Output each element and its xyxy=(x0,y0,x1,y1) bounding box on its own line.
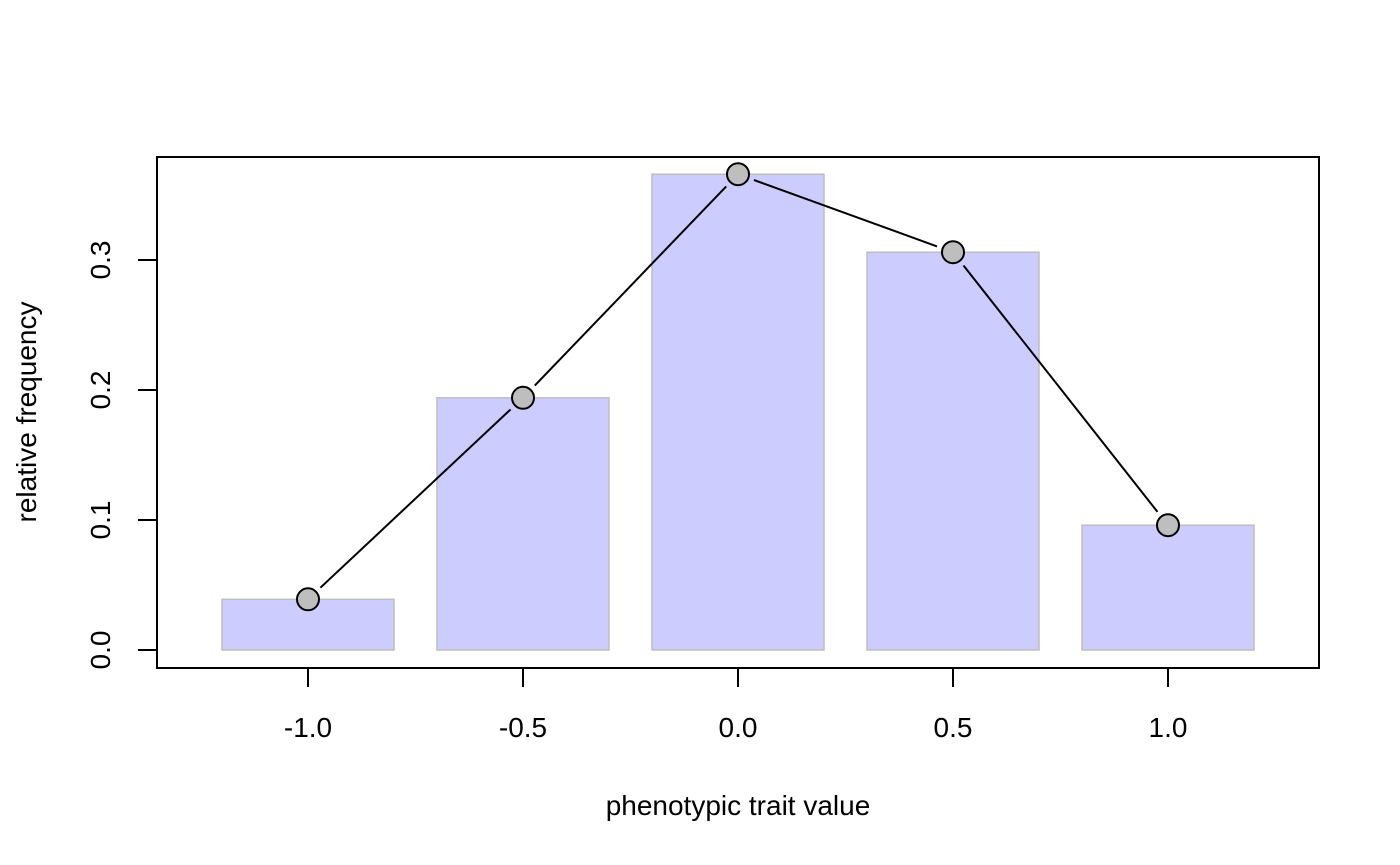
data-point xyxy=(511,385,535,410)
data-point xyxy=(1156,513,1180,538)
y-axis: 0.0 0.1 0.2 0.3 xyxy=(85,241,158,670)
series-line-segment xyxy=(319,408,512,589)
data-point xyxy=(296,587,320,612)
y-tick-label: 0.1 xyxy=(85,501,116,540)
data-point xyxy=(726,162,750,187)
data-point xyxy=(941,240,965,265)
bar xyxy=(436,397,610,651)
series-line-segment xyxy=(962,264,1159,513)
bar xyxy=(1081,524,1255,651)
y-tick-label: 0.0 xyxy=(85,631,116,670)
y-tick-label: 0.3 xyxy=(85,241,116,280)
series-line-segment xyxy=(534,185,727,387)
connector-lines-layer xyxy=(319,179,1159,589)
points-layer xyxy=(296,162,1180,612)
x-tick-label: 1.0 xyxy=(1149,712,1188,743)
bars-layer xyxy=(221,173,1255,651)
y-axis-title: relative frequency xyxy=(11,301,42,522)
series-line-segment xyxy=(753,179,938,248)
x-tick-label: 0.5 xyxy=(934,712,973,743)
bar xyxy=(651,173,825,651)
y-tick-label: 0.2 xyxy=(85,371,116,410)
x-tick-label: 0.0 xyxy=(719,712,758,743)
x-tick-label: -1.0 xyxy=(284,712,332,743)
bar xyxy=(866,251,1040,651)
x-tick-label: -0.5 xyxy=(499,712,547,743)
x-axis: -1.0 -0.5 0.0 0.5 1.0 xyxy=(284,667,1188,743)
x-axis-title: phenotypic trait value xyxy=(606,790,871,821)
